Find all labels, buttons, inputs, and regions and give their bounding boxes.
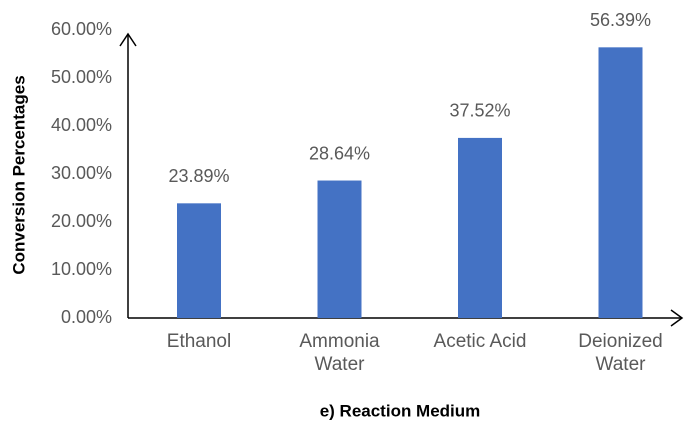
y-tick-label: 20.00% bbox=[51, 211, 112, 231]
bar bbox=[177, 203, 221, 318]
x-tick-label: Ammonia Water bbox=[299, 331, 380, 375]
value-label: 56.39% bbox=[590, 10, 651, 30]
value-label: 37.52% bbox=[449, 101, 510, 121]
value-label: 23.89% bbox=[168, 166, 229, 186]
value-label: 28.64% bbox=[309, 143, 370, 163]
y-tick-label: 10.00% bbox=[51, 259, 112, 279]
y-axis-title: Conversion Percentages bbox=[9, 75, 28, 274]
x-tick-label: Acetic Acid bbox=[433, 331, 527, 352]
bar bbox=[317, 180, 362, 318]
y-tick-label: 50.00% bbox=[51, 67, 112, 87]
x-tick-label: Deionized Water bbox=[578, 331, 663, 375]
y-axis-arrow bbox=[119, 32, 137, 47]
x-axis-arrow bbox=[670, 309, 684, 327]
y-tick-label: 30.00% bbox=[51, 163, 112, 183]
bar bbox=[458, 137, 502, 318]
y-tick-label: 0.00% bbox=[61, 307, 112, 327]
x-tick-label: Ethanol bbox=[166, 331, 232, 352]
bar bbox=[598, 47, 643, 318]
x-axis-title: e) Reaction Medium bbox=[320, 401, 481, 420]
y-tick-label: 40.00% bbox=[51, 115, 112, 135]
y-tick-label: 60.00% bbox=[51, 19, 112, 39]
